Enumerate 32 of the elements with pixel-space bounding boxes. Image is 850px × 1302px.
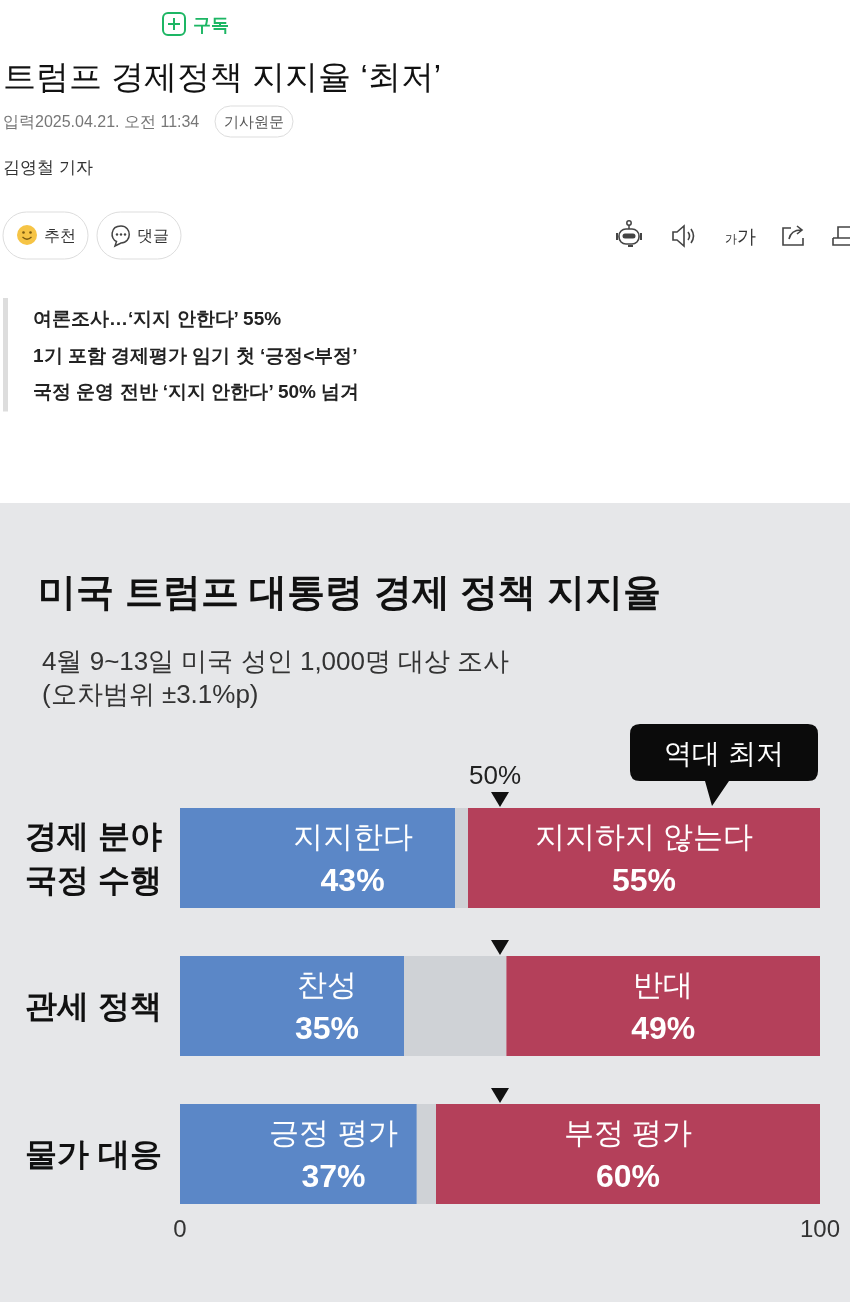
chart-title: 미국 트럼프 대통령 경제 정책 지지율 [38,571,661,613]
bar [455,808,468,908]
data-label: 지지한다 43% [292,820,413,898]
text: 김영철 기자 [3,158,93,177]
y-tick-label: 관세 정책 [25,988,162,1024]
bar [180,956,404,1056]
data-label: 50% [468,760,522,790]
data-label: 찬성 35% [294,968,360,1046]
text: 입력2025.04.21. 오전 11:34 [3,113,200,130]
text: 여론조사…‘지지 안한다’ 55% 1기 포함 경제평가 임기 첫 ‘긍정<부정’ 국정 운영 전반 ‘지지 안한다’ 50% 넘겨 [33,308,360,402]
bar [416,1104,436,1204]
x-tick-label: 0 [173,1215,187,1242]
data-label: 지지하지 않는다 55% [534,820,754,898]
data-label: 부정 평가 60% [563,1116,693,1194]
text: 트럼프 경제정책 지지율 ‘최저’ [3,58,442,95]
chart-subtitle: 4월 9~13일 미국 성인 1,000명 대상 조사 (오차범위 ±3.1%p) [42,646,510,709]
bar [180,808,456,908]
bar [436,1104,820,1204]
y-tick-label: 경제 분야 국정 수행 [25,818,162,898]
text: 댓글 [137,227,169,244]
bar [506,956,820,1056]
text: 역대 최저 [664,737,784,769]
text: 추천 [44,227,76,244]
data-label: 반대 49% [631,968,696,1046]
bar [404,956,507,1056]
text: 구독 [193,15,229,35]
bar [180,1104,417,1204]
data-label: 긍정 평가 37% [269,1116,398,1194]
text: 기사원문 [224,113,284,130]
x-tick-label: 100 [799,1215,841,1242]
y-tick-label: 물가 대응 [25,1136,162,1172]
text: 가가 [725,226,756,247]
